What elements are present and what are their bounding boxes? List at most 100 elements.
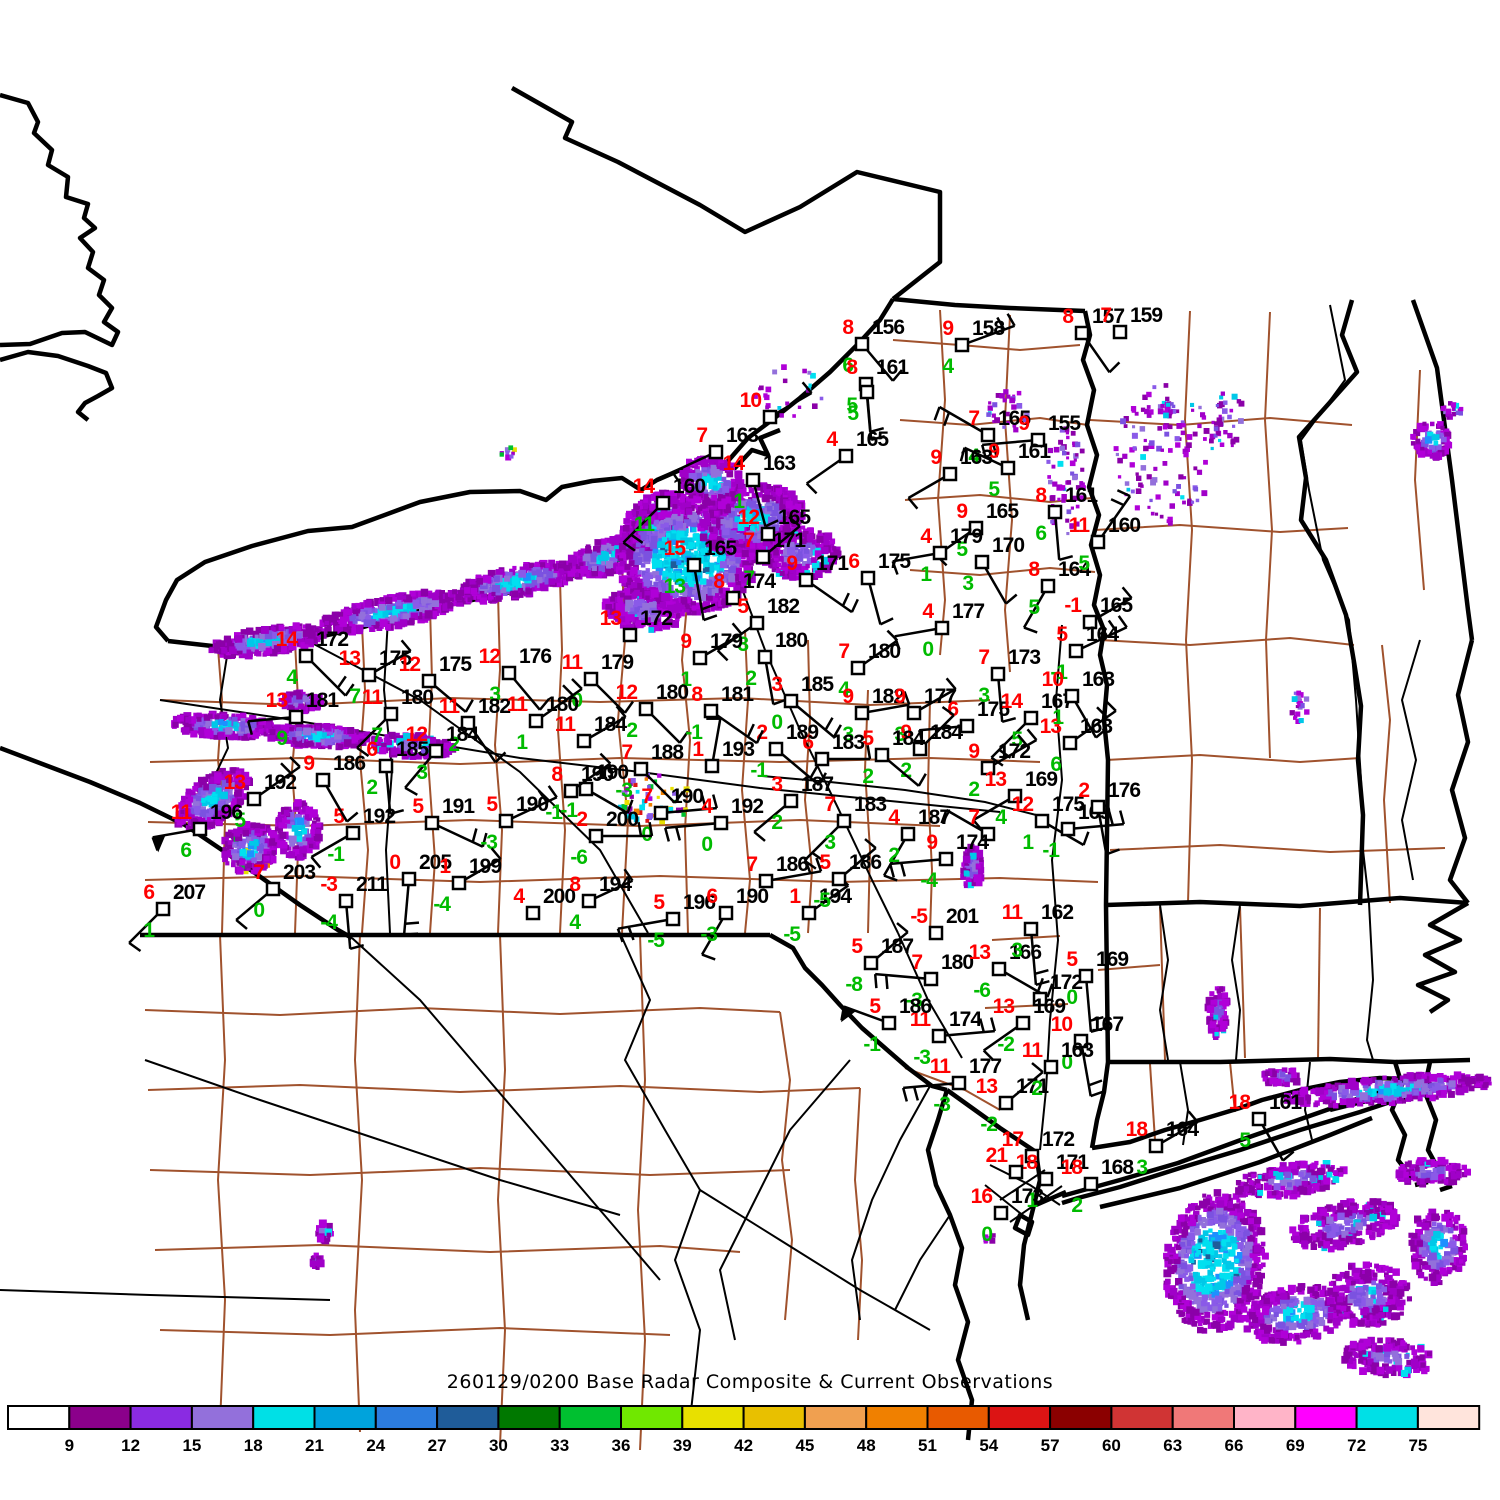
- radar-echo-pixel: [659, 528, 664, 534]
- radar-echo-pixel: [722, 513, 727, 519]
- radar-echo-pixel: [189, 726, 194, 731]
- radar-echo-pixel: [625, 512, 632, 520]
- radar-echo-pixel: [670, 530, 677, 537]
- radar-echo-pixel: [690, 601, 696, 607]
- radar-echo-pixel: [781, 562, 787, 568]
- radar-echo-pixel: [636, 616, 641, 620]
- state-border-line: [1447, 639, 1475, 905]
- radar-echo-pixel: [351, 607, 358, 614]
- state-border-line: [892, 296, 1086, 314]
- radar-echo-pixel: [608, 613, 614, 619]
- river-or-road-line: [619, 932, 702, 1421]
- county-line: [892, 339, 1081, 352]
- radar-echo-pixel: [654, 612, 661, 619]
- radar-echo-pixel: [630, 566, 638, 575]
- radar-echo-pixel: [777, 543, 782, 549]
- radar-echo-pixel: [300, 642, 309, 651]
- radar-echo-pixel: [630, 551, 637, 558]
- radar-echo-pixel: [684, 519, 692, 527]
- radar-echo-pixel: [716, 463, 723, 470]
- state-border-line: [510, 86, 943, 301]
- radar-echo-pixel: [797, 512, 806, 520]
- radar-echo-pixel: [239, 859, 246, 866]
- county-line: [1109, 843, 1446, 854]
- radar-echo-pixel: [768, 495, 773, 500]
- radar-echo-pixel: [601, 571, 607, 578]
- radar-echo-pixel: [298, 636, 305, 643]
- radar-echo-pixel: [552, 563, 557, 568]
- radar-echo-pixel: [253, 839, 259, 844]
- radar-echo-pixel: [660, 582, 666, 588]
- radar-echo-pixel: [318, 628, 325, 635]
- radar-echo-pixel: [530, 585, 537, 592]
- radar-echo-pixel: [420, 597, 428, 604]
- radar-echo-pixel: [232, 853, 240, 861]
- radar-echo-pixel: [437, 596, 445, 604]
- radar-echo-pixel: [304, 639, 310, 645]
- radar-echo-pixel: [188, 716, 196, 724]
- radar-echo-pixel: [512, 579, 519, 586]
- radar-echo-pixel: [738, 571, 747, 580]
- radar-echo-pixel: [631, 521, 637, 527]
- radar-echo-pixel: [801, 566, 809, 574]
- radar-echo-pixel: [384, 623, 391, 630]
- radar-echo-pixel: [296, 693, 303, 700]
- radar-echo-pixel: [642, 587, 648, 593]
- radar-echo-pixel: [203, 714, 211, 721]
- radar-echo-pixel: [386, 739, 392, 746]
- radar-echo-pixel: [594, 571, 602, 579]
- radar-echo-pixel: [627, 542, 633, 548]
- radar-echo-pixel: [256, 651, 262, 657]
- radar-echo-pixel: [700, 459, 709, 468]
- radar-echo-pixel: [221, 714, 227, 720]
- radar-echo-pixel: [680, 569, 686, 576]
- radar-echo-pixel: [601, 561, 606, 566]
- radar-echo-pixel: [655, 619, 661, 625]
- radar-echo-pixel: [711, 602, 719, 611]
- radar-echo-pixel: [737, 482, 744, 489]
- radar-echo-pixel: [575, 572, 580, 577]
- radar-echo-pixel: [645, 509, 652, 516]
- radar-echo-pixel: [542, 568, 549, 575]
- radar-echo-pixel: [768, 544, 774, 549]
- radar-echo-pixel: [802, 551, 810, 559]
- radar-echo-pixel: [506, 578, 514, 586]
- radar-echo-pixel: [672, 513, 678, 520]
- radar-echo-pixel: [676, 491, 684, 499]
- radar-echo-pixel: [343, 739, 352, 747]
- radar-echo-pixel: [196, 712, 202, 718]
- radar-echo-pixel: [709, 528, 714, 533]
- radar-echo-pixel: [645, 568, 650, 573]
- radar-echo-pixel: [643, 498, 648, 503]
- radar-echo-pixel: [615, 609, 621, 615]
- radar-echo-pixel: [504, 575, 511, 582]
- radar-echo-pixel: [246, 649, 252, 655]
- radar-echo-pixel: [246, 862, 253, 869]
- radar-echo-pixel: [336, 621, 342, 627]
- radar-echo-pixel: [487, 593, 494, 600]
- radar-echo-pixel: [369, 627, 374, 632]
- radar-echo-pixel: [705, 579, 713, 586]
- radar-echo-pixel: [806, 527, 814, 535]
- radar-echo-pixel: [740, 542, 746, 548]
- radar-echo-pixel: [627, 614, 635, 622]
- radar-echo-pixel: [751, 559, 756, 564]
- radar-echo-pixel: [348, 628, 356, 636]
- radar-echo-pixel: [768, 516, 776, 525]
- radar-echo-pixel: [198, 732, 205, 739]
- radar-echo-pixel: [545, 563, 550, 568]
- radar-echo-pixel: [699, 533, 708, 542]
- radar-echo-pixel: [676, 545, 685, 554]
- radar-echo-pixel: [801, 537, 808, 545]
- radar-echo-pixel: [245, 718, 250, 723]
- radar-echo-pixel: [702, 601, 711, 610]
- radar-echo-pixel: [687, 576, 693, 582]
- radar-echo-pixel: [692, 589, 697, 595]
- radar-echo-pixel: [735, 477, 743, 485]
- radar-echo-pixel: [238, 650, 243, 655]
- radar-echo-pixel: [709, 499, 716, 506]
- radar-echo-pixel: [713, 469, 722, 477]
- radar-echo-pixel: [278, 631, 286, 639]
- radar-echo-pixel: [317, 632, 324, 638]
- radar-echo-pixel: [258, 717, 266, 726]
